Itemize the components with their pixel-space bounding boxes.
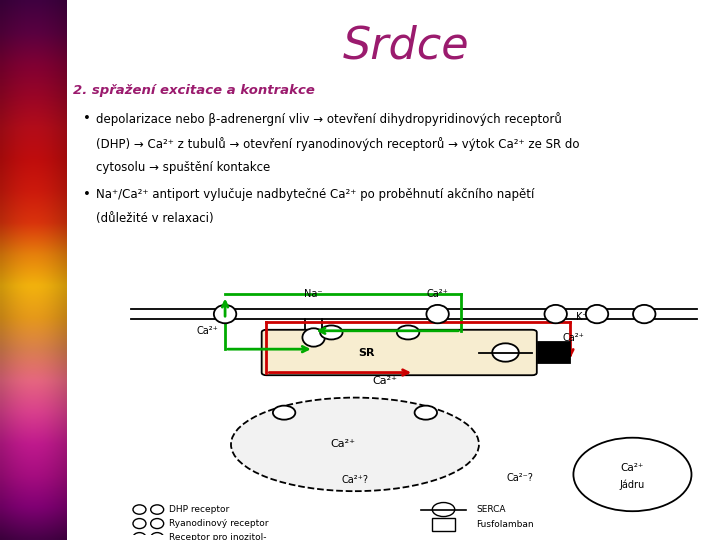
- Text: depolarizace nebo β-adrenergní vliv → otevření dihydropyridinových receptorů: depolarizace nebo β-adrenergní vliv → ot…: [96, 112, 562, 126]
- Text: Srdce: Srdce: [343, 24, 470, 68]
- Text: Ca²⁺: Ca²⁺: [427, 289, 449, 299]
- Ellipse shape: [133, 532, 146, 540]
- Bar: [538, 342, 570, 362]
- Text: Ca²⁺: Ca²⁺: [621, 463, 644, 473]
- Ellipse shape: [432, 503, 455, 517]
- Ellipse shape: [586, 305, 608, 323]
- Text: DHP receptor: DHP receptor: [169, 505, 229, 514]
- Text: Na⁻: Na⁻: [305, 289, 323, 299]
- Text: Fusfolamban: Fusfolamban: [476, 520, 534, 529]
- Text: Jádru: Jádru: [620, 479, 645, 490]
- Ellipse shape: [150, 505, 163, 514]
- Text: Ca²⁺: Ca²⁺: [330, 440, 356, 449]
- Ellipse shape: [231, 397, 479, 491]
- Ellipse shape: [214, 305, 236, 323]
- Ellipse shape: [150, 518, 163, 529]
- Text: Ca²⁺: Ca²⁺: [197, 326, 218, 336]
- Ellipse shape: [133, 505, 146, 514]
- Ellipse shape: [633, 305, 655, 323]
- Ellipse shape: [492, 343, 519, 362]
- Text: Ca²⁺?: Ca²⁺?: [341, 475, 369, 485]
- Text: •: •: [84, 188, 91, 201]
- Text: K⁻: K⁻: [577, 313, 588, 322]
- FancyBboxPatch shape: [261, 330, 537, 375]
- Text: Na⁺/Ca²⁺ antiport vylučuje nadbytečné Ca²⁺ po proběhnutí akčního napětí: Na⁺/Ca²⁺ antiport vylučuje nadbytečné Ca…: [96, 188, 535, 201]
- Text: Ryanodinový receptor: Ryanodinový receptor: [169, 519, 269, 528]
- Ellipse shape: [273, 406, 295, 420]
- Text: 2. spřažení excitace a kontrakce: 2. spřažení excitace a kontrakce: [73, 84, 315, 97]
- Text: SR: SR: [359, 348, 375, 357]
- Text: •: •: [84, 112, 91, 125]
- Text: Receptor pro inozitol-: Receptor pro inozitol-: [169, 533, 266, 540]
- Ellipse shape: [302, 328, 325, 347]
- Text: (DHP) → Ca²⁺ z tubulů → otevření ryanodinových receptorů → výtok Ca²⁺ ze SR do: (DHP) → Ca²⁺ z tubulů → otevření ryanodi…: [96, 137, 580, 151]
- Text: Ca²⁺: Ca²⁺: [562, 333, 585, 343]
- Ellipse shape: [426, 305, 449, 323]
- Ellipse shape: [150, 532, 163, 540]
- Text: Ca²⁻?: Ca²⁻?: [507, 473, 534, 483]
- Ellipse shape: [133, 518, 146, 529]
- Text: (důležité v relaxaci): (důležité v relaxaci): [96, 212, 214, 225]
- Ellipse shape: [320, 326, 343, 340]
- Ellipse shape: [573, 438, 691, 511]
- Text: Ca²⁺: Ca²⁺: [372, 376, 397, 386]
- Bar: [432, 518, 455, 531]
- Text: cytosolu → spuštění kontakce: cytosolu → spuštění kontakce: [96, 161, 271, 174]
- Ellipse shape: [415, 406, 437, 420]
- Text: SERCA: SERCA: [476, 505, 505, 514]
- Ellipse shape: [397, 326, 419, 340]
- Ellipse shape: [544, 305, 567, 323]
